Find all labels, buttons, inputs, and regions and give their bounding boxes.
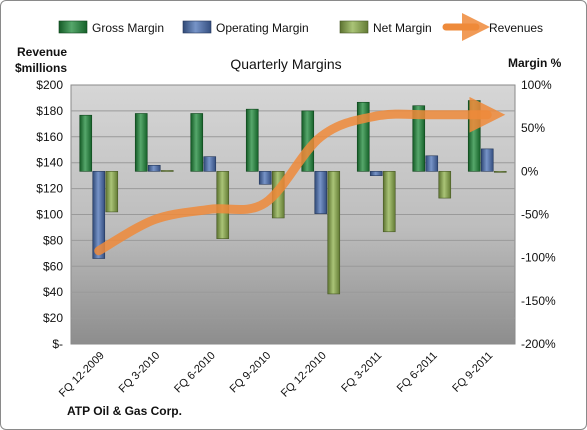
bar-operating-margin: [480, 148, 494, 172]
legend-swatch-gross-margin: [58, 20, 88, 34]
bar-net-margin: [105, 171, 119, 213]
left-tick-label: $20: [43, 311, 63, 325]
bar-gross-margin: [190, 113, 204, 172]
revenue-line: [94, 96, 506, 256]
left-axis-label-line1: Revenue: [17, 45, 67, 59]
bar-series: [79, 100, 507, 295]
left-axis-label-line2: $millions: [15, 61, 67, 75]
left-tick-label: $180: [36, 104, 63, 118]
category-label: FQ 6-2010: [172, 350, 218, 396]
left-tick-label: $140: [36, 156, 63, 170]
legend-swatch-operating-margin: [182, 20, 212, 34]
bar-operating-margin: [369, 171, 383, 176]
revenues-line: [94, 96, 506, 256]
right-tick-label: 100%: [521, 78, 552, 92]
left-axis-ticks: $- $20 $40 $60 $80 $100 $120 $140 $160 $180 $200: [36, 78, 63, 351]
bar-gross-margin: [134, 113, 148, 172]
bar-gross-margin: [245, 108, 259, 172]
bar-gross-margin: [79, 114, 93, 172]
right-tick-label: -100%: [521, 251, 556, 265]
bar-operating-margin: [425, 155, 439, 172]
left-tick-label: $80: [43, 233, 63, 247]
left-tick-label: $200: [36, 78, 63, 92]
right-axis-ticks: -200% -150% -100% -50% 0% 50% 100%: [521, 78, 556, 351]
legend-label: Net Margin: [373, 21, 432, 35]
category-label: FQ 12-2010: [279, 350, 329, 400]
right-tick-label: -50%: [521, 208, 549, 222]
category-label: FQ 6-2011: [395, 350, 440, 395]
legend-label: Revenues: [489, 21, 543, 35]
left-tick-label: $40: [43, 285, 63, 299]
category-label: FQ 12-2009: [57, 350, 107, 400]
bar-net-margin: [327, 171, 341, 295]
bar-operating-margin: [147, 164, 161, 172]
right-tick-label: -150%: [521, 294, 556, 308]
left-tick-label: $120: [36, 182, 63, 196]
left-tick-label: $-: [52, 337, 63, 351]
category-label: FQ 3-2011: [339, 350, 384, 395]
right-axis-label: Margin %: [508, 56, 562, 70]
category-label: FQ 3-2010: [117, 350, 163, 396]
chart-title: Quarterly Margins: [230, 56, 341, 72]
category-label: FQ 9-2011: [450, 350, 495, 395]
bar-operating-margin: [92, 171, 106, 259]
legend-label: Gross Margin: [92, 21, 164, 35]
bar-operating-margin: [258, 171, 272, 185]
bar-net-margin: [382, 171, 396, 233]
bar-net-margin: [438, 171, 452, 199]
right-tick-label: 0%: [521, 164, 539, 178]
company-name: ATP Oil & Gas Corp.: [67, 404, 182, 418]
bar-operating-margin: [314, 171, 328, 214]
legend: Gross Margin Operating Margin Net Margin Re…: [58, 13, 543, 41]
left-tick-label: $60: [43, 259, 63, 273]
right-tick-label: 50%: [521, 121, 545, 135]
legend-swatch-net-margin: [339, 20, 369, 34]
category-labels: FQ 12-2009 FQ 3-2010 FQ 6-2010 FQ 9-2010 FQ …: [57, 350, 495, 400]
bar-operating-margin: [203, 156, 217, 172]
bar-gross-margin: [356, 101, 370, 172]
legend-label: Operating Margin: [216, 21, 309, 35]
left-tick-label: $100: [36, 208, 63, 222]
bar-net-margin: [493, 171, 507, 173]
left-tick-label: $160: [36, 130, 63, 144]
bar-gross-margin: [412, 105, 426, 172]
category-label: FQ 9-2010: [228, 350, 274, 396]
right-tick-label: -200%: [521, 337, 556, 351]
bar-net-margin: [160, 170, 174, 172]
